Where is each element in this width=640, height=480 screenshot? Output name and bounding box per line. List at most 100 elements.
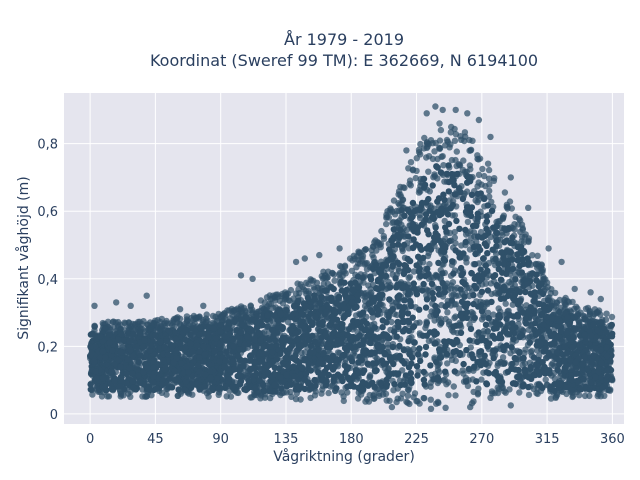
data-point — [446, 237, 453, 245]
data-point — [519, 309, 527, 316]
data-point — [425, 153, 433, 160]
data-point — [291, 303, 298, 310]
data-point — [331, 363, 338, 371]
data-point — [331, 277, 338, 284]
data-point — [569, 344, 576, 351]
data-point — [473, 378, 480, 385]
data-point — [283, 389, 290, 396]
data-point — [415, 189, 423, 196]
data-point — [602, 328, 610, 336]
data-point — [201, 351, 209, 358]
data-point — [472, 250, 479, 258]
data-point — [309, 332, 316, 339]
data-point — [398, 207, 405, 214]
data-point — [508, 205, 515, 212]
data-point — [393, 333, 400, 340]
data-point — [481, 172, 488, 180]
data-point — [522, 315, 529, 323]
data-point — [264, 322, 271, 330]
data-point — [452, 392, 459, 399]
data-point — [491, 370, 498, 377]
data-point — [404, 392, 412, 399]
data-point — [584, 304, 592, 312]
data-point — [421, 181, 429, 189]
data-point — [401, 360, 408, 367]
data-point — [360, 386, 367, 393]
data-point — [427, 362, 434, 369]
data-point — [139, 393, 146, 400]
data-point — [469, 137, 476, 144]
data-point — [223, 393, 230, 400]
data-point — [432, 311, 440, 319]
data-point — [322, 331, 329, 338]
data-point — [349, 286, 356, 293]
data-point — [541, 363, 548, 371]
data-point — [555, 361, 563, 368]
data-point — [386, 284, 394, 291]
data-point — [217, 328, 224, 335]
data-point — [417, 245, 424, 252]
data-point — [412, 241, 420, 248]
data-point — [338, 374, 345, 381]
data-point — [99, 348, 107, 355]
data-point — [286, 345, 293, 352]
data-point — [485, 370, 492, 377]
data-point — [435, 376, 442, 383]
data-point — [501, 295, 508, 302]
data-point — [474, 233, 482, 240]
data-point — [117, 390, 125, 397]
data-point — [462, 238, 469, 246]
data-point — [150, 373, 157, 381]
data-point — [497, 321, 504, 328]
data-point — [420, 394, 427, 402]
data-point — [542, 376, 549, 383]
data-point — [405, 327, 413, 334]
data-point — [232, 306, 239, 313]
data-point — [389, 208, 396, 215]
data-point — [269, 326, 276, 334]
data-point — [475, 243, 482, 250]
data-point — [516, 389, 523, 396]
data-point — [422, 304, 430, 311]
data-point — [475, 179, 482, 186]
data-point — [488, 207, 496, 214]
data-point — [428, 308, 435, 315]
data-point — [436, 144, 443, 151]
data-point — [422, 216, 429, 223]
data-point — [470, 292, 477, 299]
data-point — [215, 391, 222, 398]
data-point — [153, 385, 160, 392]
data-point — [470, 388, 477, 396]
data-point — [275, 317, 282, 325]
data-point — [319, 275, 326, 282]
data-point — [121, 319, 128, 326]
data-point — [503, 230, 510, 237]
data-point — [451, 314, 458, 322]
data-point — [416, 319, 423, 326]
data-point — [501, 189, 509, 196]
data-point — [215, 385, 222, 392]
data-point — [385, 278, 392, 286]
data-point — [406, 400, 413, 408]
data-point — [348, 267, 356, 274]
data-point — [609, 330, 616, 337]
data-point — [442, 224, 449, 231]
data-point — [326, 322, 333, 329]
data-point — [410, 280, 417, 287]
data-point — [274, 291, 281, 298]
data-point — [332, 323, 340, 330]
data-point — [450, 383, 457, 390]
data-point — [365, 382, 372, 389]
data-point — [483, 218, 491, 225]
chart-title-line1: År 1979 - 2019 — [284, 30, 404, 49]
data-point — [536, 280, 544, 288]
data-point — [366, 373, 374, 380]
data-point — [164, 351, 172, 359]
data-point — [325, 389, 332, 397]
data-point — [490, 347, 497, 354]
data-point — [416, 345, 423, 352]
data-point — [341, 305, 348, 312]
data-point — [123, 370, 130, 377]
data-point — [87, 386, 95, 393]
data-point — [412, 174, 419, 182]
